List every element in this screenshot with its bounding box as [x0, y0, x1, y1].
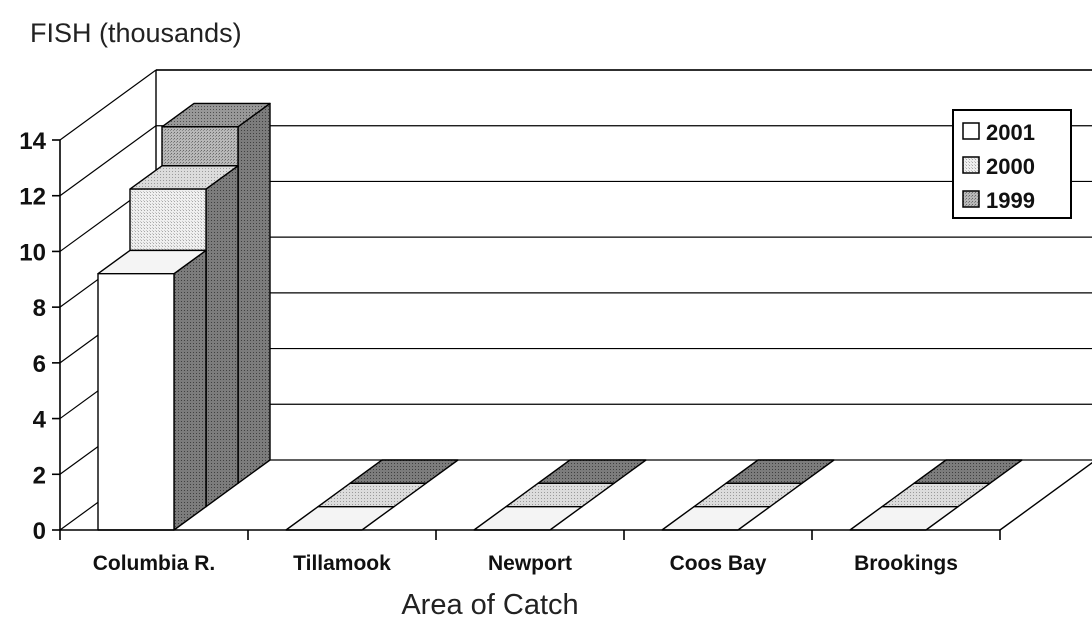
bar-2001-4-flat [849, 505, 959, 531]
bar-2001-4 [849, 505, 959, 531]
bar-1999-0-side [237, 102, 271, 485]
bars-layer [97, 102, 1023, 531]
bar-2001-2-flat [473, 505, 583, 531]
bar-2001-1 [285, 505, 395, 531]
bar-2001-3-flat [661, 505, 771, 531]
legend-swatch-2001 [962, 122, 980, 140]
bar-1999-3-flat [725, 459, 835, 485]
bar-1999-4-flat [913, 459, 1023, 485]
y-tick-label-0: 0 [33, 518, 46, 545]
bar-2001-3 [661, 505, 771, 531]
bar-2000-4 [881, 482, 991, 508]
bar-2000-3 [693, 482, 803, 508]
axis-layer: 0 2 4 6 8 10 12 14 Columbia R. Tillamook Newport Co… [19, 128, 1092, 575]
grid-diagonal-12 [59, 125, 157, 197]
x-tick-label-3: Coos Bay [670, 552, 767, 575]
bar-2000-1 [317, 482, 427, 508]
y-axis-title: FISH (thousands) [30, 18, 242, 48]
bar-2001-0-side [173, 249, 207, 531]
bar-1999-1 [349, 459, 459, 485]
bar-2000-2 [505, 482, 615, 508]
x-tick-label-1: Tillamook [293, 552, 391, 575]
bar-2001-2 [473, 505, 583, 531]
bar-1999-2-flat [537, 459, 647, 485]
bar-1999-1-flat [349, 459, 459, 485]
bar-2001-1-flat [285, 505, 395, 531]
y-tick-label-8: 8 [33, 295, 46, 322]
y-tick-label-4: 4 [33, 407, 47, 434]
grid-diagonal-14 [59, 69, 157, 141]
y-tick-label-14: 14 [19, 128, 46, 155]
bar-2000-3-flat [693, 482, 803, 508]
bar-2000-4-flat [881, 482, 991, 508]
legend-label-1999: 1999 [986, 188, 1035, 213]
legend-swatch-2000 [962, 156, 980, 174]
legend: 2001 2000 1999 [952, 109, 1072, 219]
y-tick-label-12: 12 [19, 184, 46, 211]
x-tick-label-2: Newport [488, 552, 572, 575]
y-tick-label-10: 10 [19, 239, 46, 266]
bar-2000-1-flat [317, 482, 427, 508]
bar-1999-3 [725, 459, 835, 485]
y-tick-label-6: 6 [33, 351, 46, 378]
bar-2001-0-front [97, 273, 175, 531]
x-axis-title: Area of Catch [401, 589, 578, 621]
legend-swatch-1999 [962, 190, 980, 208]
bar-1999-4 [913, 459, 1023, 485]
grid-layer [59, 69, 1092, 531]
legend-label-2000: 2000 [986, 154, 1035, 179]
y-tick-label-2: 2 [33, 462, 46, 489]
bar-2000-0-side [205, 165, 239, 508]
x-tick-label-0: Columbia R. [93, 552, 216, 575]
legend-label-2001: 2001 [986, 120, 1035, 145]
bar-2000-2-flat [505, 482, 615, 508]
bar-2001-0 [97, 249, 207, 531]
x-tick-label-4: Brookings [854, 552, 958, 575]
floor-right-edge [999, 462, 1092, 531]
bar-1999-2 [537, 459, 647, 485]
